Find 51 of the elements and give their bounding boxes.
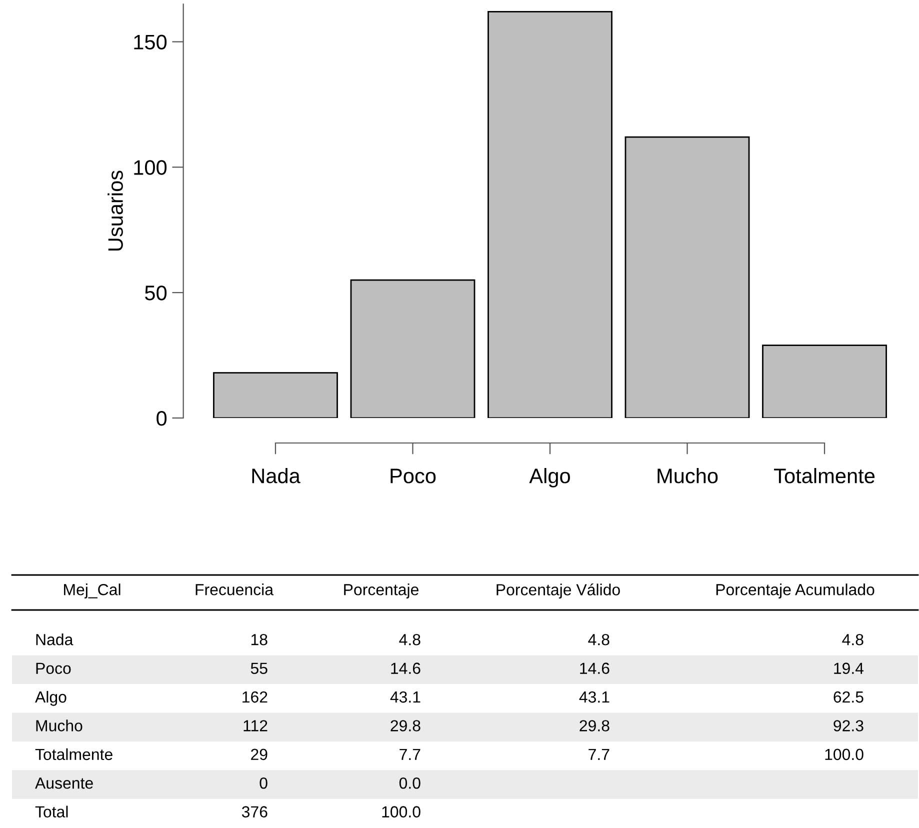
text: 4.8 (842, 634, 864, 646)
text: 4.8 (588, 634, 610, 646)
text: 29.8 (580, 720, 610, 732)
text: 7.7 (588, 748, 610, 760)
text: 0 (260, 777, 268, 789)
text: 162 (242, 691, 268, 703)
text: 0.0 (399, 777, 420, 789)
y-tick-label: 150 (134, 34, 167, 50)
category-label: Porcentaje Acumulado (716, 584, 874, 598)
text: 55 (250, 662, 268, 674)
category-label: Nada (36, 634, 74, 646)
x-tick-label: Nada (252, 468, 300, 484)
category-label: Totalmente (35, 748, 112, 760)
category-label: Total (35, 806, 68, 818)
text: 4.8 (399, 634, 420, 646)
text: 14.6 (391, 662, 420, 674)
y-axis-title: Usuarios (108, 170, 123, 251)
bar (213, 372, 338, 418)
text: 43.1 (390, 691, 420, 703)
bar (762, 344, 887, 418)
text: 29 (251, 748, 268, 760)
text: 100.0 (382, 806, 420, 818)
x-tick-label: Totalmente (774, 468, 875, 484)
text: 18 (251, 634, 268, 646)
category-label: Porcentaje (344, 584, 418, 598)
x-tick-label: Algo (529, 468, 570, 488)
y-tick-label: 50 (145, 286, 167, 300)
category-label: Porcentaje Válido (496, 583, 620, 599)
bar (624, 136, 750, 418)
category-label: Poco (36, 662, 71, 674)
text: 19.4 (834, 662, 864, 674)
text: 92.3 (834, 720, 864, 732)
text: 43.1 (579, 691, 610, 703)
category-label: Algo (35, 690, 66, 706)
text: 112 (244, 720, 268, 732)
bar (488, 10, 612, 418)
text: 100.0 (825, 748, 864, 760)
category-label: Frecuencia (196, 584, 274, 596)
text: 29.8 (390, 720, 420, 732)
bar (350, 279, 476, 418)
x-tick-label: Poco (390, 468, 436, 484)
text: 376 (242, 806, 268, 818)
text: 62.5 (834, 691, 864, 703)
category-label: Ausente (35, 778, 93, 789)
category-label: Mej_Cal (64, 584, 120, 598)
x-tick-label: Mucho (658, 468, 718, 484)
text: 7.7 (400, 748, 420, 760)
category-label: Mucho (36, 720, 82, 732)
y-tick-label: 100 (134, 160, 167, 175)
y-tick-label: 0 (156, 411, 167, 426)
text: 14.6 (580, 662, 610, 674)
